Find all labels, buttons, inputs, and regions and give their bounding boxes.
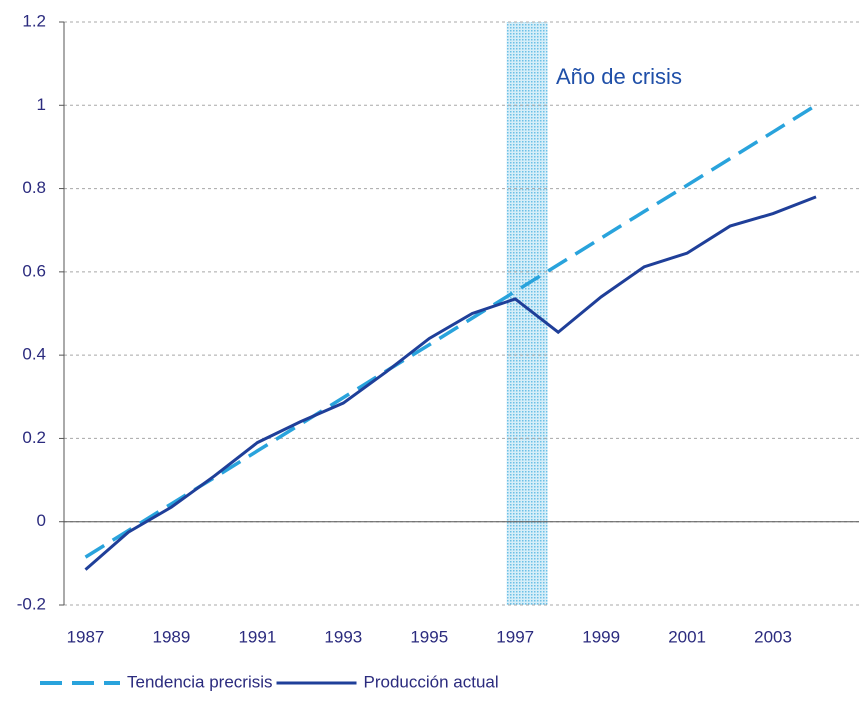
- y-tick-label: 0.6: [22, 261, 46, 280]
- y-tick-label: 0.4: [22, 345, 46, 364]
- x-tick-label: 1999: [582, 627, 620, 646]
- x-tick-label: 1987: [67, 627, 105, 646]
- y-tick-label: -0.2: [17, 594, 46, 613]
- y-tick-label: 0.2: [22, 428, 46, 447]
- x-tick-label: 2001: [668, 627, 706, 646]
- series-line: [84, 195, 817, 571]
- x-tick-label: 1993: [324, 627, 362, 646]
- crisis-band: [506, 22, 548, 605]
- legend-label: Producción actual: [364, 672, 499, 691]
- legend-label: Tendencia precrisis: [127, 672, 273, 691]
- x-tick-label: 1997: [496, 627, 534, 646]
- x-tick-label: 2003: [754, 627, 792, 646]
- x-tick-label: 1991: [238, 627, 276, 646]
- y-tick-label: 1.2: [22, 11, 46, 30]
- y-tick-label: 0: [37, 511, 46, 530]
- x-tick-label: 1989: [153, 627, 191, 646]
- x-tick-label: 1995: [410, 627, 448, 646]
- annotation: Año de crisis: [556, 64, 682, 89]
- y-tick-label: 0.8: [22, 178, 46, 197]
- y-tick-label: 1: [37, 95, 46, 114]
